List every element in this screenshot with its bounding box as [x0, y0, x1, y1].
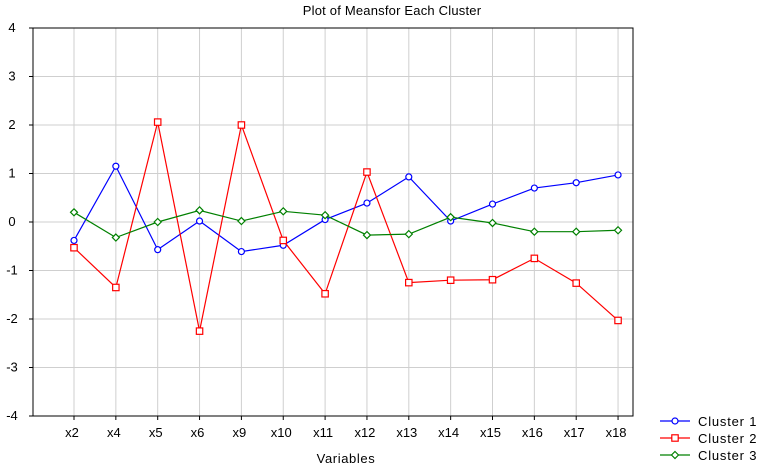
- x-tick-label: x17: [564, 425, 585, 440]
- data-point: [321, 289, 329, 298]
- legend-label: Cluster 3: [698, 448, 757, 463]
- data-point: [530, 184, 538, 192]
- data-point: [278, 206, 288, 216]
- data-point: [195, 217, 204, 225]
- legend-label: Cluster 2: [698, 431, 757, 446]
- data-point: [530, 227, 539, 237]
- data-point: [488, 218, 497, 228]
- y-tick-label: 1: [8, 166, 15, 181]
- data-point: [153, 118, 162, 126]
- x-tick-label: x14: [438, 425, 459, 440]
- x-tick-label: x4: [107, 425, 121, 440]
- data-point: [446, 276, 455, 285]
- chart-title: Plot of Meansfor Each Cluster: [303, 3, 482, 18]
- y-tick-label: 0: [8, 214, 15, 229]
- series-1: [70, 162, 622, 256]
- x-tick-label: x13: [396, 425, 417, 440]
- legend-item: Cluster 1: [660, 414, 757, 429]
- y-tick-label: -1: [6, 263, 18, 278]
- data-point: [69, 207, 79, 217]
- data-point: [488, 275, 497, 284]
- data-point: [70, 236, 78, 245]
- legend-marker: [671, 434, 679, 442]
- data-point: [112, 162, 120, 170]
- data-point: [613, 225, 623, 235]
- data-point: [154, 246, 162, 254]
- grid-lines: [33, 28, 633, 416]
- x-tick-label: x10: [271, 425, 292, 440]
- legend-item: Cluster 2: [660, 431, 757, 446]
- x-axis-label: Variables: [317, 451, 376, 466]
- data-point: [488, 200, 497, 208]
- x-tick-label: x18: [606, 425, 627, 440]
- x-tick-label: x5: [149, 425, 163, 440]
- legend: Cluster 1 Cluster 2 Cluster 3: [660, 414, 757, 463]
- data-point: [195, 206, 204, 215]
- x-tick-label: x11: [313, 425, 333, 440]
- data-point: [572, 179, 580, 187]
- data-point: [404, 229, 414, 239]
- y-tick-label: -4: [6, 408, 18, 423]
- x-axis-ticks: x2 x4 x5 x6 x9 x10 x11 x12 x13 x14 x15 x16 x17 x18: [65, 416, 627, 440]
- data-point: [614, 171, 622, 179]
- data-point: [362, 230, 372, 240]
- data-point: [195, 327, 204, 335]
- x-tick-label: x6: [191, 425, 205, 440]
- x-tick-label: x2: [65, 425, 79, 440]
- data-point: [446, 212, 455, 222]
- series-line: [73, 164, 619, 253]
- data-point: [237, 247, 245, 256]
- series-line: [73, 121, 619, 332]
- data-point: [70, 243, 78, 252]
- data-point: [530, 254, 539, 263]
- y-tick-label: 3: [8, 69, 15, 84]
- data-point: [405, 173, 413, 181]
- x-tick-label: x9: [233, 425, 247, 440]
- data-point: [111, 233, 121, 242]
- data-point: [237, 121, 246, 129]
- data-point: [237, 216, 246, 226]
- data-point: [614, 316, 622, 325]
- series-2: [70, 118, 622, 335]
- series-line: [73, 209, 619, 239]
- data-point: [572, 279, 581, 287]
- y-tick-label: -2: [6, 311, 18, 326]
- data-point: [112, 283, 120, 292]
- data-point: [320, 210, 330, 220]
- data-point: [363, 199, 371, 207]
- data-point: [279, 236, 288, 245]
- legend-marker: [671, 417, 679, 425]
- data-point: [571, 227, 581, 237]
- x-tick-label: x15: [480, 425, 501, 440]
- legend-marker: [670, 450, 680, 460]
- x-tick-label: x16: [522, 425, 543, 440]
- y-tick-label: -3: [6, 360, 18, 375]
- y-tick-label: 2: [8, 117, 15, 132]
- legend-label: Cluster 1: [698, 414, 757, 429]
- data-point: [363, 168, 371, 176]
- y-axis-ticks: -4 -3 -2 -1 0 1 2 3 4: [6, 20, 33, 423]
- series-3: [69, 206, 623, 242]
- series-layer: [69, 118, 623, 335]
- x-tick-label: x12: [354, 425, 375, 440]
- y-tick-label: 4: [8, 20, 15, 35]
- data-point: [405, 278, 413, 287]
- data-point: [153, 217, 163, 227]
- legend-item: Cluster 3: [660, 448, 757, 463]
